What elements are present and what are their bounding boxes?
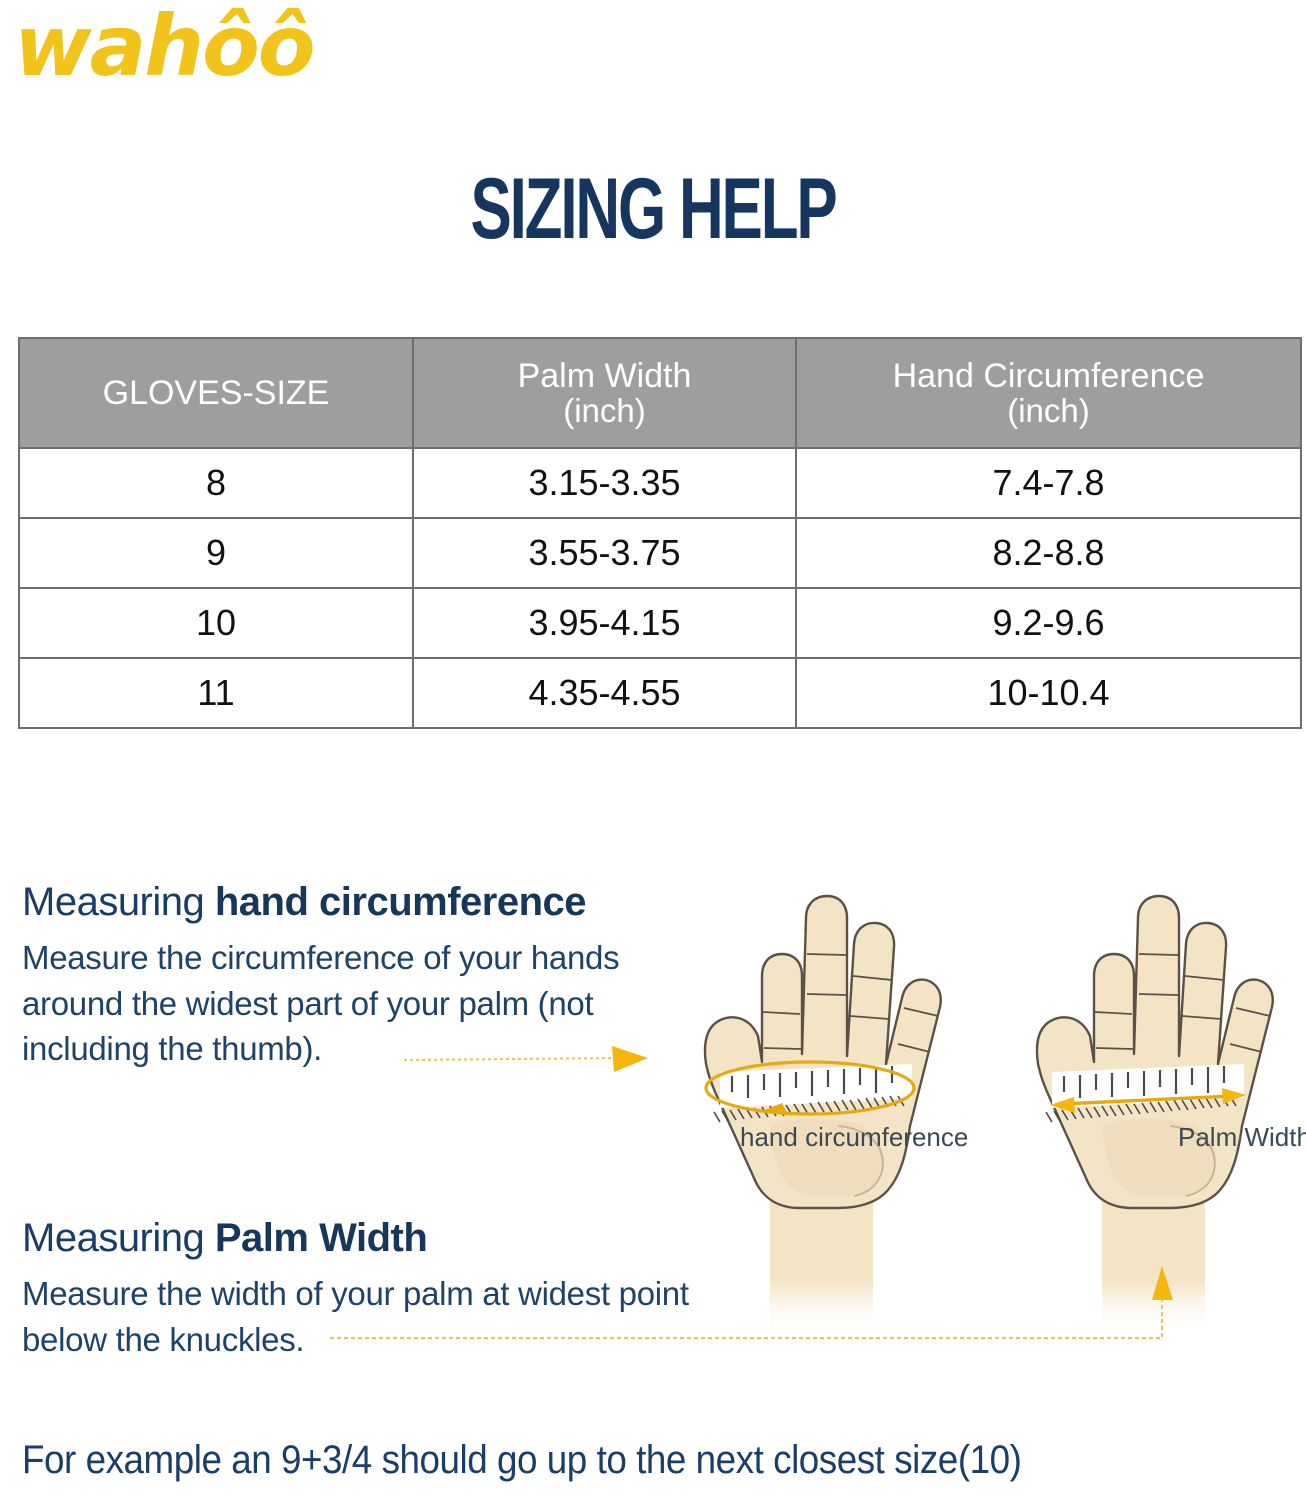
table-row: 11 4.35-4.55 10-10.4	[18, 657, 1302, 729]
hand-illustrations	[610, 826, 1306, 1366]
cell-hand-circumference: 7.4-7.8	[795, 447, 1302, 519]
label-palm-width: Palm Width	[1178, 1122, 1306, 1152]
instruction-heading: Measuring hand circumference	[22, 880, 682, 925]
column-header-palm-width: Palm Width (inch)	[412, 337, 797, 449]
column-header-unit: (inch)	[563, 391, 646, 429]
brand-logo: wahôô	[14, 0, 316, 95]
tape-measure-left	[704, 1060, 916, 1123]
instruction-body: Measure the circumference of your hands …	[22, 939, 620, 1068]
cell-size: 8	[18, 447, 414, 519]
instruction-heading-normal: Measuring	[22, 880, 215, 924]
page-title: SIZING HELP	[470, 161, 838, 257]
cell-palm-width: 3.15-3.35	[412, 447, 797, 519]
table-row: 10 3.95-4.15 9.2-9.6	[18, 587, 1302, 659]
table-header-row: GLOVES-SIZE Palm Width (inch) Hand Circu…	[18, 337, 1302, 449]
instruction-heading-bold: Palm Width	[214, 1216, 428, 1260]
column-header-label: Hand Circumference	[892, 356, 1205, 395]
instruction-heading-normal: Measuring	[22, 1216, 215, 1260]
left-hand-illustration	[703, 894, 942, 1336]
footnote-text: For example an 9+3/4 should go up to the…	[22, 1438, 1022, 1482]
cell-palm-width: 3.55-3.75	[412, 517, 797, 589]
column-header-hand-circumference: Hand Circumference (inch)	[795, 337, 1302, 449]
column-header-unit: (inch)	[1007, 391, 1090, 429]
right-hand-illustration	[1035, 894, 1274, 1336]
cell-size: 9	[18, 517, 414, 589]
label-hand-circumference: hand circumference	[740, 1122, 969, 1152]
cell-hand-circumference: 9.2-9.6	[795, 587, 1302, 659]
table-row: 9 3.55-3.75 8.2-8.8	[18, 517, 1302, 589]
cell-size: 10	[18, 587, 414, 659]
column-header-gloves-size: GLOVES-SIZE	[18, 337, 414, 449]
column-header-label: GLOVES-SIZE	[102, 373, 330, 412]
cell-size: 11	[18, 657, 414, 729]
tape-measure-right	[1045, 1064, 1246, 1123]
cell-palm-width: 4.35-4.55	[412, 657, 797, 729]
table-row: 8 3.15-3.35 7.4-7.8	[18, 447, 1302, 519]
column-header-label: Palm Width	[517, 356, 692, 395]
cell-palm-width: 3.95-4.15	[412, 587, 797, 659]
instruction-hand-circumference: Measuring hand circumference Measure the…	[22, 880, 682, 1072]
cell-hand-circumference: 10-10.4	[795, 657, 1302, 729]
cell-hand-circumference: 8.2-8.8	[795, 517, 1302, 589]
size-chart-table: GLOVES-SIZE Palm Width (inch) Hand Circu…	[18, 337, 1302, 729]
instruction-heading-bold: hand circumference	[214, 880, 587, 924]
instruction-heading: Measuring Palm Width	[22, 1216, 762, 1261]
